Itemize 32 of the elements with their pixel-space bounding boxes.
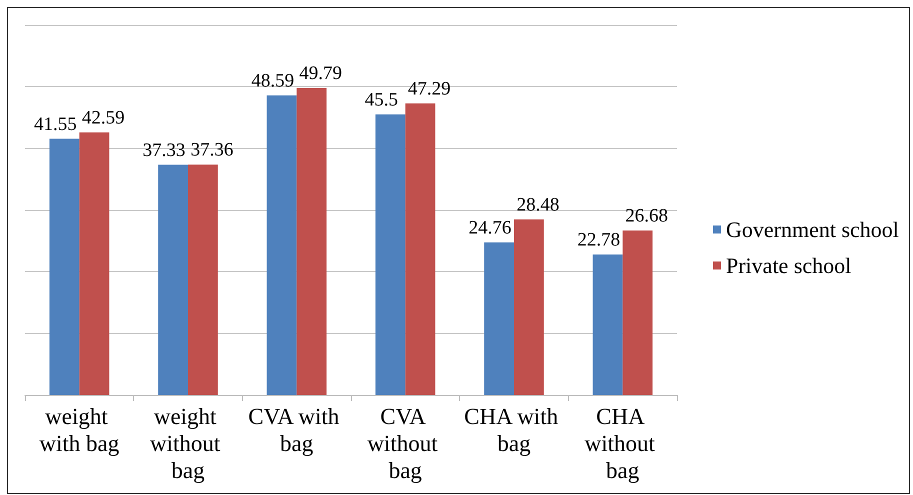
bar (49, 138, 80, 395)
legend-label: Private school (726, 253, 852, 278)
data-label: 41.55 (34, 114, 77, 135)
x-tick-label: CVA with bag (248, 404, 346, 456)
data-label: 37.36 (190, 140, 234, 161)
legend-label: Government school (726, 217, 899, 242)
bar (622, 230, 653, 395)
bar (405, 103, 436, 395)
bar (266, 95, 297, 395)
bar (592, 254, 623, 395)
data-label: 28.48 (516, 194, 560, 216)
x-tick-label: weight without bag (150, 404, 226, 483)
bar (375, 114, 406, 395)
bar (484, 242, 514, 395)
data-label: 42.59 (82, 107, 125, 128)
data-label: 45.5 (364, 89, 398, 110)
data-label: 22.78 (577, 230, 620, 251)
x-tick-label: CHA with bag (464, 404, 564, 456)
data-label: 37.33 (142, 140, 186, 161)
bar (79, 132, 110, 395)
data-label: 47.29 (408, 78, 451, 100)
bar (158, 164, 188, 395)
x-tick-label: weight with bag (39, 404, 120, 456)
bar (514, 219, 544, 395)
data-label: 48.59 (251, 70, 294, 92)
bar (296, 88, 327, 395)
x-tick-label: CHA without bag (584, 404, 661, 483)
data-label: 26.68 (625, 205, 668, 226)
data-label: 49.79 (299, 62, 342, 84)
data-label: 24.76 (468, 217, 512, 238)
bar (188, 164, 218, 395)
x-tick-label: CVA without bag (367, 404, 444, 483)
